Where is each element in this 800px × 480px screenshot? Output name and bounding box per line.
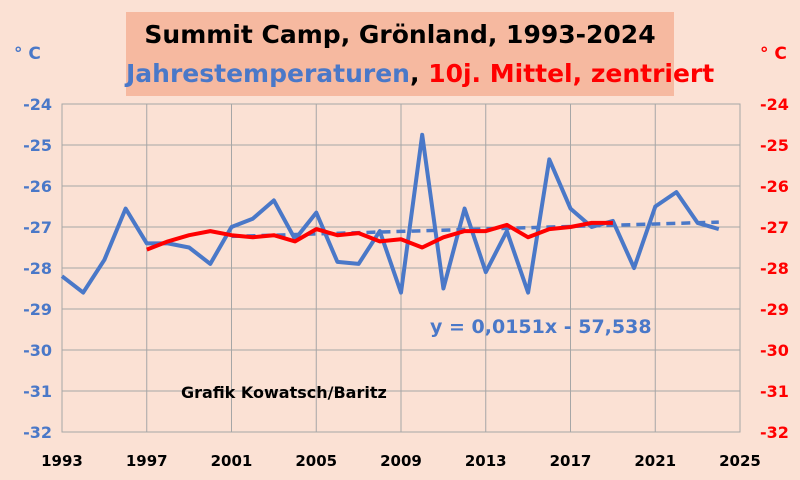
right-axis-unit: ° C — [760, 44, 787, 64]
y-tick-label-left: -32 — [23, 423, 52, 442]
x-tick-label: 2025 — [719, 452, 761, 470]
x-tick-label: 2005 — [295, 452, 337, 470]
y-tick-label-right: -29 — [760, 300, 789, 319]
credit-label: Grafik Kowatsch/Baritz — [181, 383, 387, 402]
y-axis-right-ticks: -24 -25 -26 -27 -28 -29 -30 -31 -32 — [760, 95, 789, 442]
x-tick-label: 2021 — [634, 452, 676, 470]
x-tick-label: 2017 — [550, 452, 592, 470]
y-tick-label-right: -30 — [760, 341, 789, 360]
y-tick-label-right: -25 — [760, 136, 789, 155]
y-tick-label-left: -31 — [23, 382, 52, 401]
y-tick-label-left: -27 — [23, 218, 52, 237]
y-tick-label-right: -28 — [760, 259, 789, 278]
y-tick-label-right: -31 — [760, 382, 789, 401]
x-tick-label: 2001 — [211, 452, 253, 470]
y-tick-label-left: -26 — [23, 177, 52, 196]
trend-equation: y = 0,0151x - 57,538 — [430, 316, 652, 338]
annual-temperature-line — [60, 132, 720, 295]
y-tick-label-right: -32 — [760, 423, 789, 442]
x-tick-label: 1997 — [126, 452, 168, 470]
subtitle-mean-label: 10j. Mittel, zentriert — [428, 59, 715, 88]
chart-subtitle: Jahrestemperaturen, 10j. Mittel, zentrie… — [126, 59, 714, 88]
left-axis-unit: ° C — [14, 44, 41, 64]
subtitle-separator: , — [409, 59, 429, 88]
subtitle-annual-label: Jahrestemperaturen — [126, 59, 410, 88]
x-axis-ticks: 1993 1997 2001 2005 2009 2013 2017 2021 2025 — [41, 452, 761, 470]
x-tick-label: 2013 — [465, 452, 507, 470]
plot-area-border — [61, 103, 741, 433]
series-group — [60, 132, 720, 295]
title-box: Summit Camp, Grönland, 1993-2024 Jahrest… — [126, 12, 714, 96]
y-tick-label-left: -30 — [23, 341, 52, 360]
grid-lines — [61, 103, 741, 433]
y-tick-label-right: -24 — [760, 95, 789, 114]
y-tick-label-left: -25 — [23, 136, 52, 155]
y-tick-label-right: -27 — [760, 218, 789, 237]
y-tick-label-left: -28 — [23, 259, 52, 278]
ten-year-mean-line — [146, 220, 613, 252]
chart-title: Summit Camp, Grönland, 1993-2024 — [144, 20, 656, 49]
x-tick-label: 2009 — [380, 452, 422, 470]
y-tick-label-left: -24 — [23, 95, 52, 114]
y-tick-label-left: -29 — [23, 300, 52, 319]
y-axis-left-ticks: -24 -25 -26 -27 -28 -29 -30 -31 -32 — [23, 95, 52, 442]
x-tick-label: 1993 — [41, 452, 83, 470]
y-tick-label-right: -26 — [760, 177, 789, 196]
